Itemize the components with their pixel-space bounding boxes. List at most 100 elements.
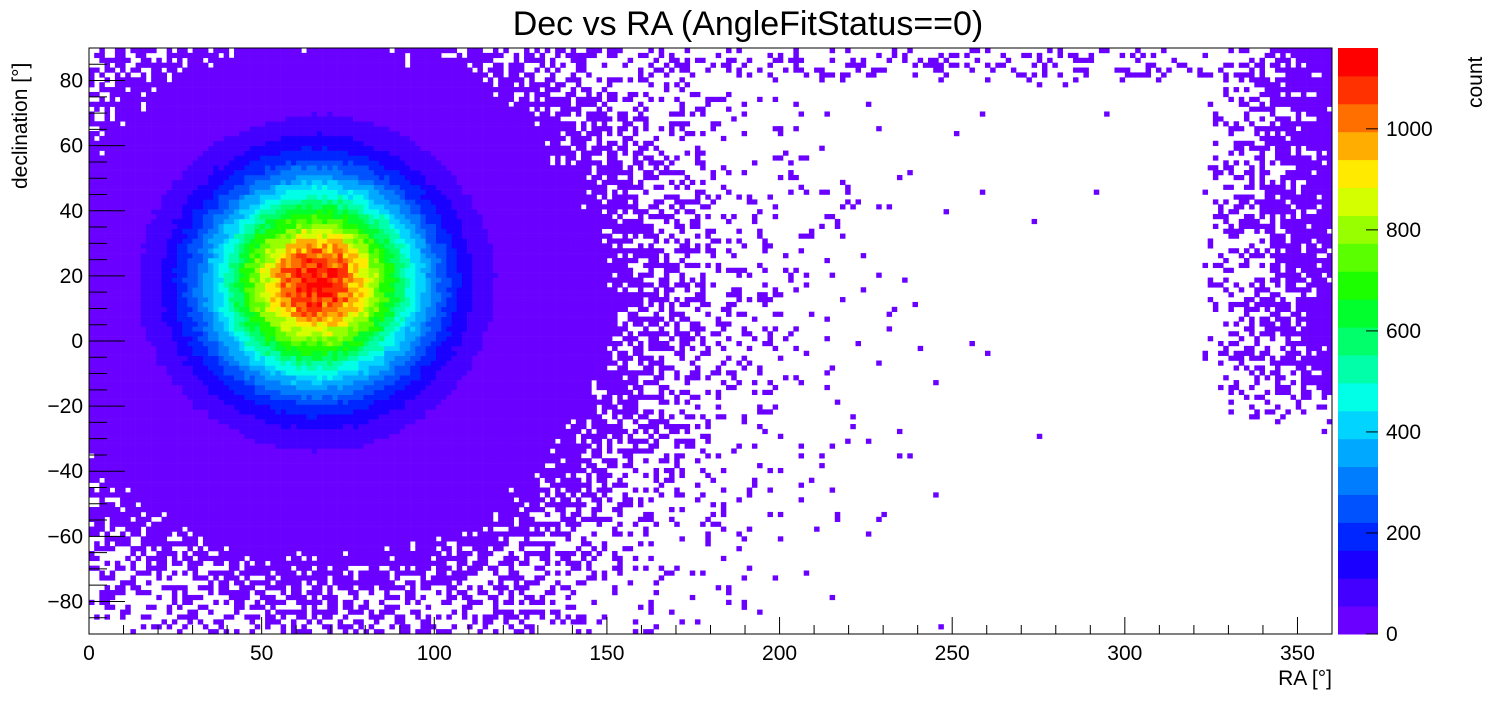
heatmap-cell: [301, 433, 307, 439]
heatmap-cell: [166, 355, 173, 361]
heatmap-cell: [316, 106, 323, 112]
heatmap-cell: [254, 228, 261, 234]
heatmap-cell: [322, 550, 328, 557]
heatmap-cell: [197, 546, 204, 552]
heatmap-cell: [166, 204, 173, 210]
heatmap-cell: [208, 467, 214, 474]
heatmap-cell: [130, 170, 136, 176]
heatmap-cell: [270, 218, 276, 225]
heatmap-cell: [265, 209, 271, 215]
heatmap-cell: [311, 409, 318, 415]
heatmap-cell: [234, 629, 240, 635]
heatmap-cell: [290, 228, 297, 234]
heatmap-cell: [99, 443, 105, 449]
heatmap-cell: [89, 394, 95, 400]
heatmap-cell: [296, 150, 302, 156]
heatmap-cell: [187, 306, 193, 312]
heatmap-cell: [114, 77, 121, 83]
heatmap-cell: [259, 57, 266, 63]
heatmap-cell: [213, 160, 219, 166]
heatmap-cell: [120, 233, 126, 239]
heatmap-cell: [197, 131, 204, 137]
heatmap-cell: [135, 233, 142, 239]
heatmap-cell: [270, 72, 276, 78]
heatmap-cell: [171, 326, 178, 332]
heatmap-cell: [109, 458, 116, 464]
heatmap-cell: [290, 121, 297, 127]
heatmap-cell: [234, 204, 240, 210]
heatmap-cell: [171, 463, 178, 469]
heatmap-cell: [114, 394, 121, 400]
heatmap-cell: [114, 52, 121, 59]
heatmap-cell: [202, 48, 209, 54]
heatmap-cell: [135, 487, 142, 493]
heatmap-cell: [161, 448, 167, 454]
heatmap-cell: [89, 189, 95, 195]
heatmap-cell: [285, 321, 292, 327]
heatmap-cell: [311, 292, 318, 298]
heatmap-cell: [135, 87, 142, 93]
heatmap-cell: [140, 409, 147, 415]
heatmap-cell: [171, 292, 178, 298]
heatmap-cell: [218, 585, 224, 591]
heatmap-cell: [192, 214, 199, 220]
heatmap-cell: [135, 199, 142, 205]
heatmap-cell: [301, 204, 307, 210]
heatmap-cell: [223, 287, 230, 293]
heatmap-cell: [166, 585, 173, 591]
heatmap-cell: [275, 341, 281, 347]
heatmap-cell: [151, 507, 157, 513]
heatmap-cell: [316, 355, 323, 361]
heatmap-cell: [270, 448, 276, 454]
heatmap-cell: [94, 199, 100, 205]
heatmap-cell: [166, 492, 173, 498]
heatmap-cell: [120, 311, 126, 317]
heatmap-cell: [135, 91, 142, 98]
heatmap-cell: [99, 126, 105, 132]
heatmap-cell: [171, 375, 178, 381]
heatmap-cell: [161, 326, 167, 332]
heatmap-cell: [296, 531, 302, 537]
heatmap-cell: [171, 67, 178, 73]
heatmap-cell: [265, 116, 271, 122]
heatmap-cell: [94, 409, 100, 415]
heatmap-cell: [114, 458, 121, 464]
heatmap-cell: [265, 62, 271, 68]
heatmap-cell: [99, 467, 105, 474]
heatmap-cell: [151, 355, 157, 361]
heatmap-cell: [223, 467, 230, 474]
heatmap-cell: [99, 87, 105, 93]
heatmap-cell: [280, 428, 287, 435]
heatmap-cell: [166, 350, 173, 356]
heatmap-cell: [109, 472, 116, 479]
heatmap-cell: [187, 106, 193, 112]
heatmap-cell: [171, 516, 178, 522]
heatmap-cell: [89, 341, 95, 347]
heatmap-cell: [151, 419, 157, 425]
heatmap-cell: [171, 243, 178, 249]
heatmap-cell: [223, 419, 230, 425]
heatmap-cell: [120, 116, 126, 122]
heatmap-cell: [187, 111, 193, 117]
heatmap-cell: [192, 257, 199, 264]
heatmap-cell: [145, 360, 152, 366]
heatmap-cell: [249, 101, 256, 107]
heatmap-cell: [151, 77, 157, 83]
heatmap-cell: [275, 565, 281, 571]
heatmap-cell: [270, 243, 276, 249]
heatmap-cell: [306, 365, 312, 371]
heatmap-cell: [234, 604, 240, 610]
heatmap-cell: [306, 238, 312, 244]
heatmap-cell: [218, 209, 224, 215]
heatmap-cell: [197, 384, 204, 391]
heatmap-cell: [228, 511, 235, 518]
heatmap-cell: [244, 218, 250, 225]
heatmap-cell: [125, 326, 131, 332]
heatmap-cell: [202, 384, 209, 391]
heatmap-cell: [135, 204, 142, 210]
heatmap-cell: [187, 72, 193, 78]
heatmap-cell: [130, 282, 136, 288]
heatmap-cell: [197, 204, 204, 210]
heatmap-cell: [208, 555, 214, 562]
heatmap-cell: [290, 292, 297, 298]
